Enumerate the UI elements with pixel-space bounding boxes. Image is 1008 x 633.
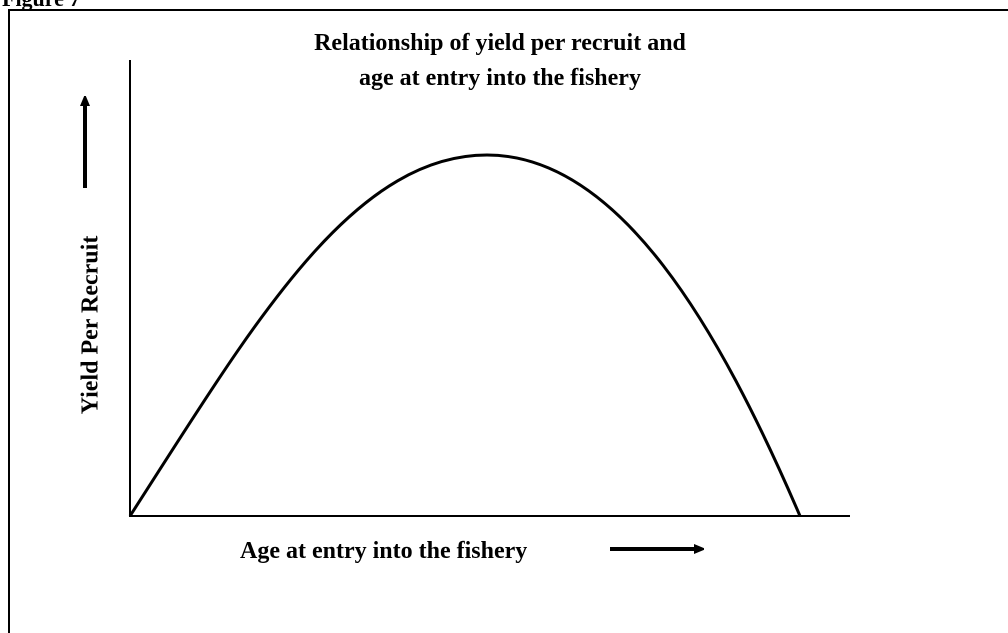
title-line: age at entry into the fishery	[359, 65, 641, 91]
yield-curve	[128, 153, 802, 517]
x-axis-label: Age at entry into the fishery	[240, 538, 527, 564]
title-line: Relationship of yield per recruit and	[314, 30, 686, 56]
y-axis-label: Yield Per Recruit	[78, 236, 104, 415]
figure-label: Figure 7	[2, 0, 80, 11]
frame	[8, 9, 1008, 633]
